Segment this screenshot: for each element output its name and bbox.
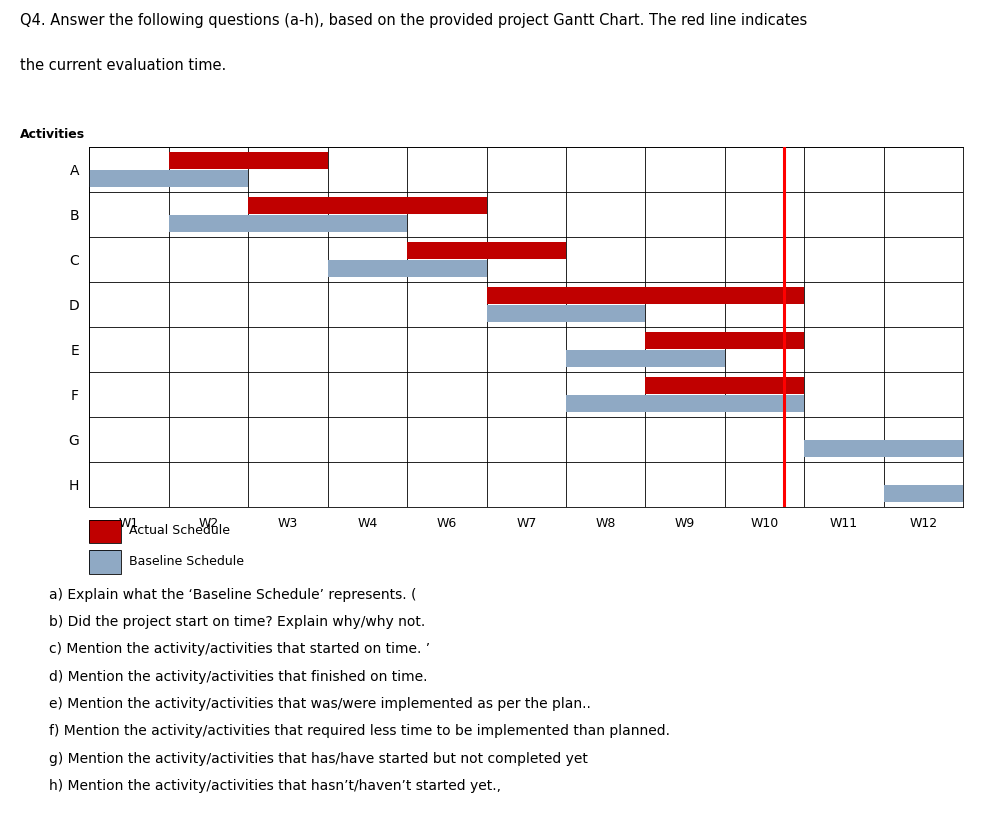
Bar bbox=[566, 394, 804, 411]
Bar bbox=[407, 242, 566, 258]
Text: Baseline Schedule: Baseline Schedule bbox=[129, 555, 244, 569]
Text: Activities: Activities bbox=[20, 128, 85, 142]
Text: the current evaluation time.: the current evaluation time. bbox=[20, 57, 226, 73]
Bar bbox=[328, 259, 487, 276]
Bar bbox=[566, 349, 725, 366]
Bar bbox=[89, 519, 120, 543]
Bar bbox=[248, 197, 487, 213]
Bar bbox=[89, 519, 120, 543]
Bar bbox=[89, 551, 120, 573]
Text: a) Explain what the ‘Baseline Schedule’ represents. (: a) Explain what the ‘Baseline Schedule’ … bbox=[49, 588, 416, 602]
Bar bbox=[487, 304, 645, 321]
Text: g) Mention the activity/activities that has/have started but not completed yet: g) Mention the activity/activities that … bbox=[49, 752, 588, 766]
Text: d) Mention the activity/activities that finished on time.: d) Mention the activity/activities that … bbox=[49, 670, 427, 684]
Bar bbox=[645, 376, 804, 393]
Bar bbox=[169, 152, 328, 169]
Bar bbox=[89, 551, 120, 573]
Bar bbox=[884, 484, 963, 501]
Text: f) Mention the activity/activities that required less time to be implemented tha: f) Mention the activity/activities that … bbox=[49, 724, 669, 739]
Text: h) Mention the activity/activities that hasn’t/haven’t started yet.,: h) Mention the activity/activities that … bbox=[49, 779, 500, 793]
Text: b) Did the project start on time? Explain why/why not.: b) Did the project start on time? Explai… bbox=[49, 615, 425, 629]
Bar bbox=[487, 287, 804, 303]
Text: Q4. Answer the following questions (a-h), based on the provided project Gantt Ch: Q4. Answer the following questions (a-h)… bbox=[20, 13, 807, 28]
Bar bbox=[804, 439, 963, 456]
Text: Actual Schedule: Actual Schedule bbox=[129, 524, 230, 537]
Bar bbox=[169, 214, 407, 231]
Bar bbox=[89, 169, 248, 187]
Bar bbox=[645, 331, 804, 348]
Text: e) Mention the activity/activities that was/were implemented as per the plan..: e) Mention the activity/activities that … bbox=[49, 697, 591, 711]
Text: c) Mention the activity/activities that started on time. ’: c) Mention the activity/activities that … bbox=[49, 642, 430, 657]
